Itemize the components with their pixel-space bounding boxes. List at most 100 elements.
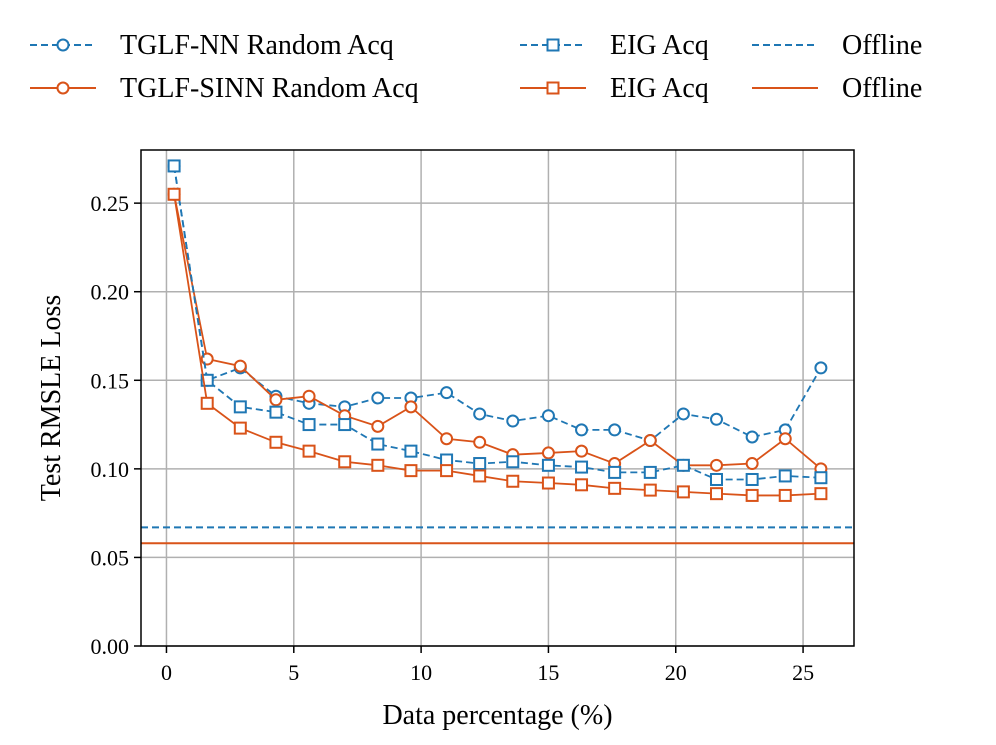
- data-point: [745, 472, 759, 486]
- data-point: [506, 414, 520, 428]
- y-tick-label: 0.00: [91, 634, 130, 659]
- data-point: [608, 465, 622, 479]
- data-point: [371, 437, 385, 451]
- legend-label: Offline: [842, 30, 922, 61]
- x-axis-ticks: 0 5 10 15 20 25: [161, 646, 814, 685]
- plot-frame: [140, 149, 855, 647]
- data-point: [745, 457, 759, 471]
- data-point: [473, 457, 487, 471]
- x-tick-label: 25: [792, 660, 814, 685]
- data-point: [709, 487, 723, 501]
- series-eig-acq: [167, 159, 828, 486]
- series-line: [173, 194, 822, 470]
- data-point: [167, 187, 181, 201]
- data-point: [338, 455, 352, 469]
- data-point: [676, 458, 690, 472]
- data-point: [814, 487, 828, 501]
- data-point: [506, 474, 520, 488]
- legend-entry: TGLF-NN Random Acq: [30, 30, 394, 61]
- legend: TGLF-NN Random Acq TGLF-SINN Random Acq EI…: [30, 30, 922, 104]
- series-line: [173, 165, 821, 481]
- y-axis-ticks: 0.00 0.05 0.10 0.15 0.20 0.25: [91, 191, 141, 659]
- data-point: [676, 485, 690, 499]
- data-point: [302, 389, 316, 403]
- series-tglf-sinn-random-acq: [167, 187, 828, 476]
- data-point: [302, 444, 316, 458]
- data-point: [643, 434, 657, 448]
- legend-label: TGLF-NN Random Acq: [120, 30, 394, 61]
- data-point: [473, 407, 487, 421]
- data-point: [371, 458, 385, 472]
- y-tick-label: 0.15: [91, 368, 130, 393]
- data-point: [440, 464, 454, 478]
- data-point: [814, 361, 828, 375]
- data-point: [745, 430, 759, 444]
- y-tick-label: 0.25: [91, 191, 130, 216]
- data-point: [371, 391, 385, 405]
- data-point: [200, 373, 214, 387]
- data-point: [778, 432, 792, 446]
- data-point: [709, 472, 723, 486]
- data-point: [709, 412, 723, 426]
- legend-label: EIG Acq: [610, 73, 709, 104]
- data-point: [269, 435, 283, 449]
- y-tick-label: 0.05: [91, 545, 130, 570]
- grid: [141, 150, 854, 647]
- legend-entry: Offline: [752, 30, 922, 61]
- y-axis-label: Test RMSLE Loss: [36, 295, 67, 502]
- data-point: [404, 444, 418, 458]
- series-eig-acq: [167, 187, 828, 502]
- data-point: [709, 458, 723, 472]
- reference-lines: [141, 526, 854, 545]
- data-point: [440, 453, 454, 467]
- legend-label: Offline: [842, 73, 922, 104]
- y-tick-label: 0.10: [91, 457, 130, 482]
- legend-marker: [546, 81, 560, 95]
- data-point: [608, 423, 622, 437]
- data-point: [575, 444, 589, 458]
- legend-entry: Offline: [752, 73, 922, 104]
- legend-marker: [546, 38, 560, 52]
- data-point: [440, 386, 454, 400]
- data-point: [404, 400, 418, 414]
- legend-label: EIG Acq: [610, 30, 709, 61]
- data-point: [541, 409, 555, 423]
- data-point: [233, 359, 247, 373]
- data-point: [643, 465, 657, 479]
- data-point: [778, 488, 792, 502]
- data-point: [745, 488, 759, 502]
- legend-marker: [56, 81, 70, 95]
- x-tick-label: 10: [410, 660, 432, 685]
- data-point: [506, 455, 520, 469]
- data-point: [269, 393, 283, 407]
- legend-entry: EIG Acq: [520, 73, 709, 104]
- data-point: [608, 481, 622, 495]
- data-point: [473, 469, 487, 483]
- data-point: [233, 421, 247, 435]
- data-point: [575, 423, 589, 437]
- data-point: [575, 460, 589, 474]
- x-tick-label: 5: [288, 660, 299, 685]
- data-point: [269, 405, 283, 419]
- legend-entry: TGLF-SINN Random Acq: [30, 73, 419, 104]
- data-point: [440, 432, 454, 446]
- data-point: [541, 446, 555, 460]
- x-tick-label: 15: [537, 660, 559, 685]
- data-point: [643, 483, 657, 497]
- data-point: [778, 469, 792, 483]
- data-point: [302, 418, 316, 432]
- data-point: [371, 419, 385, 433]
- data-point: [473, 435, 487, 449]
- legend-entry: EIG Acq: [520, 30, 709, 61]
- series-line: [173, 194, 821, 497]
- x-tick-label: 0: [161, 660, 172, 685]
- data-point: [676, 407, 690, 421]
- data-point: [541, 476, 555, 490]
- data-point: [404, 464, 418, 478]
- x-axis-label: Data percentage (%): [382, 700, 612, 731]
- data-point: [541, 458, 555, 472]
- legend-marker: [56, 38, 70, 52]
- y-tick-label: 0.20: [91, 280, 130, 305]
- series-group: [167, 159, 828, 502]
